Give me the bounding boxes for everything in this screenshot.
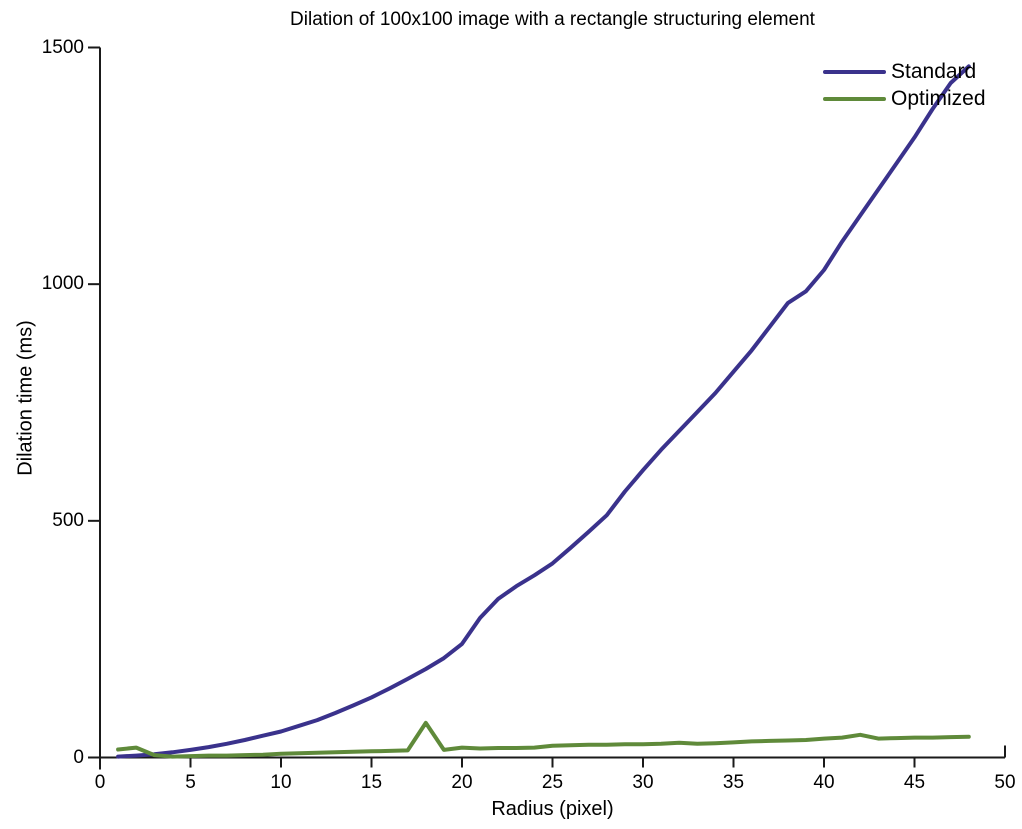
legend-line-standard [823, 70, 886, 74]
x-tick-label: 20 [451, 772, 473, 793]
x-tick-label: 25 [541, 772, 564, 793]
x-tick-label: 15 [360, 772, 383, 793]
series-line-standard [116, 64, 971, 759]
legend-line-optimized [823, 97, 886, 101]
legend-label-optimized: Optimized [891, 87, 986, 110]
x-tick-label: 40 [813, 772, 835, 793]
x-tick-label: 50 [994, 772, 1016, 793]
y-tick-label: 1500 [41, 36, 84, 58]
x-tick-label: 35 [722, 772, 745, 793]
x-tick-label: 30 [632, 772, 654, 793]
x-axis-label: Radius (pixel) [491, 798, 614, 820]
x-tick-label: 5 [185, 772, 196, 793]
series-line-optimized [116, 720, 971, 759]
x-tick-label: 0 [94, 772, 106, 793]
y-tick-label: 500 [52, 509, 84, 531]
x-tick-label: 45 [903, 772, 926, 793]
legend-label-standard: Standard [891, 60, 977, 83]
chart-title: Dilation of 100x100 image with a rectang… [290, 9, 815, 30]
y-tick-label: 0 [73, 746, 84, 768]
y-axis-label: Dilation time (ms) [14, 320, 37, 476]
y-tick-label: 1000 [41, 273, 84, 295]
x-tick-label: 10 [270, 772, 292, 793]
